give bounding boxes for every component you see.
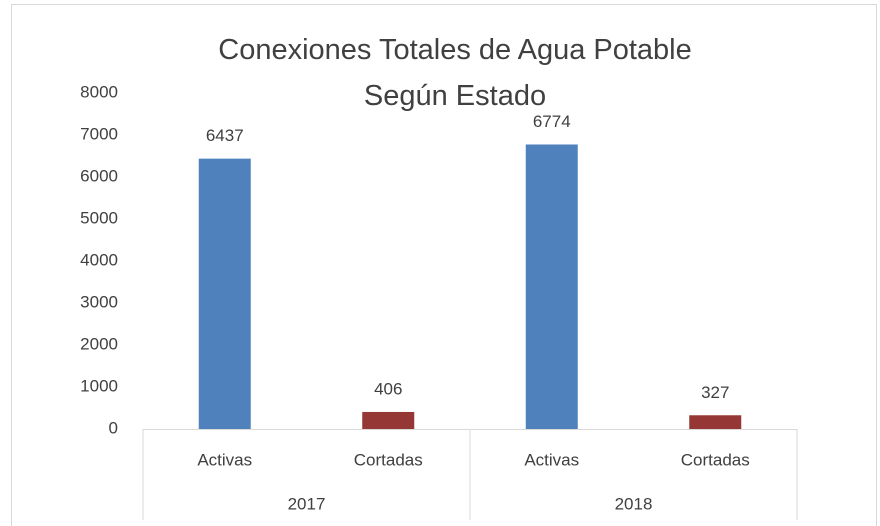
y-tick-label: 2000 [80,334,118,353]
y-tick-label: 5000 [80,208,118,227]
x-tick-label: Cortadas [681,450,750,469]
x-tick-label: Activas [524,450,579,469]
bar [689,415,742,429]
chart-title: Conexiones Totales de Agua Potable Según… [218,34,692,112]
y-tick-label: 0 [109,418,118,437]
y-tick-label: 7000 [80,124,118,143]
data-label: 327 [701,383,729,402]
group-label: 2017 [288,494,326,513]
data-label: 6437 [206,126,244,145]
y-tick-label: 6000 [80,166,118,185]
data-label: 6774 [533,112,571,131]
bar [198,158,251,429]
y-tick-label: 1000 [80,376,118,395]
bar [362,411,415,429]
y-tick-label: 8000 [80,82,118,101]
x-tick-label: Cortadas [354,450,423,469]
bar [525,144,578,429]
x-tick-label: Activas [197,450,252,469]
group-label: 2018 [615,494,653,513]
y-tick-label: 3000 [80,292,118,311]
chart-border [11,4,877,526]
data-label: 406 [374,379,402,398]
y-tick-label: 4000 [80,250,118,269]
